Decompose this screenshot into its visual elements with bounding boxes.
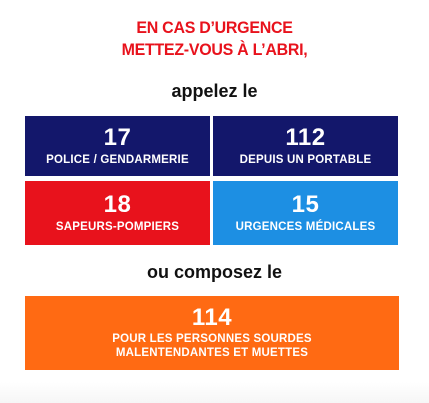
emergency-label-mobile: DEPUIS UN PORTABLE bbox=[239, 153, 372, 166]
emergency-label-deaf-line-1: POUR LES PERSONNES SOURDES bbox=[112, 333, 312, 345]
emergency-label-police: POLICE / GENDARMERIE bbox=[46, 153, 189, 166]
emergency-number-114: 114 bbox=[191, 304, 233, 331]
emergency-number-15: 15 bbox=[291, 190, 320, 218]
alternative-instruction: ou composez le bbox=[146, 262, 283, 282]
emergency-label-deaf-line-2: MALENTENDANTES ET MUETTES bbox=[115, 347, 309, 359]
emergency-tile-police: 17 POLICE / GENDARMERIE bbox=[25, 116, 210, 176]
emergency-label-medical: URGENCES MÉDICALES bbox=[235, 220, 376, 233]
emergency-tile-firefighters: 18 SAPEURS-POMPIERS bbox=[25, 181, 210, 245]
headline-line-2: METTEZ-VOUS À L’ABRI, bbox=[121, 40, 308, 59]
call-instruction: appelez le bbox=[171, 81, 258, 101]
emergency-tile-deaf: 114 POUR LES PERSONNES SOURDES MALENTEND… bbox=[25, 296, 399, 370]
headline-line-1: EN CAS D’URGENCE bbox=[136, 18, 293, 37]
emergency-label-firefighters: SAPEURS-POMPIERS bbox=[55, 220, 180, 233]
emergency-number-18: 18 bbox=[103, 190, 132, 218]
emergency-number-112: 112 bbox=[285, 123, 326, 151]
emergency-number-17: 17 bbox=[103, 123, 132, 151]
emergency-tile-mobile: 112 DEPUIS UN PORTABLE bbox=[213, 116, 398, 176]
emergency-tile-medical: 15 URGENCES MÉDICALES bbox=[213, 181, 398, 245]
bottom-shade bbox=[0, 382, 429, 403]
